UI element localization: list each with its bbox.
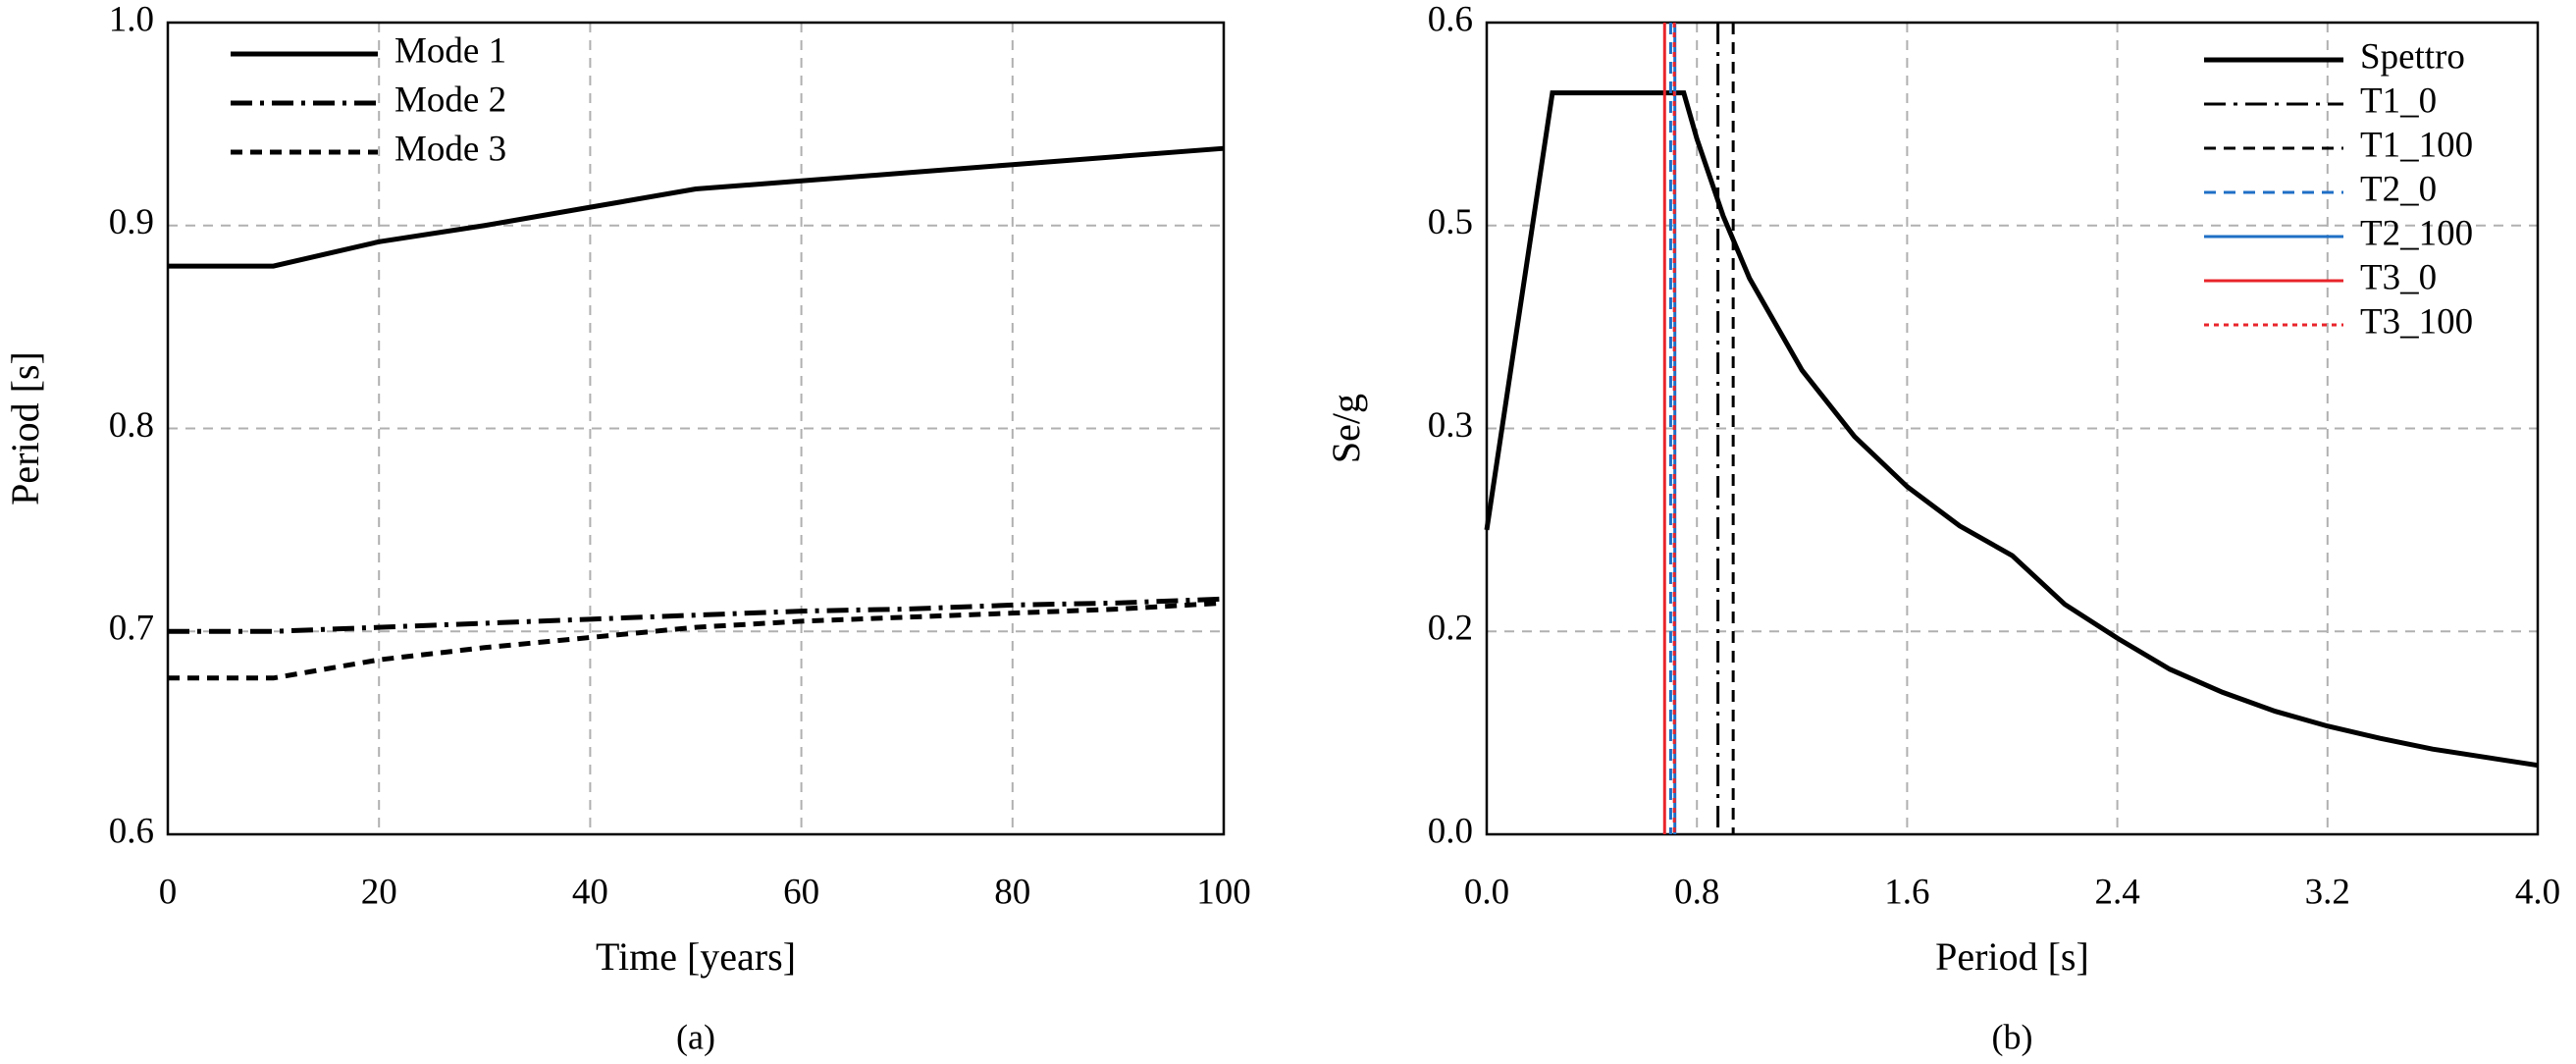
legend-label: T3_100 bbox=[2360, 301, 2473, 342]
y-axis-label: Se/g bbox=[1324, 394, 1368, 463]
y-tick-label: 0.6 bbox=[1428, 0, 1473, 39]
legend-label: T3_0 bbox=[2360, 257, 2437, 297]
y-tick-label: 0.7 bbox=[109, 609, 154, 649]
y-tick-label: 0.8 bbox=[109, 405, 154, 446]
legend-label: Mode 1 bbox=[394, 30, 506, 71]
y-tick-label: 0.0 bbox=[1428, 811, 1473, 851]
x-tick-label: 20 bbox=[361, 872, 397, 912]
x-tick-label: 1.6 bbox=[1884, 872, 1929, 912]
legend-label: Spettro bbox=[2360, 36, 2465, 77]
series-line bbox=[168, 145, 1225, 269]
legend-label: Mode 2 bbox=[394, 80, 506, 120]
caption: (b) bbox=[1992, 1017, 2033, 1056]
y-tick-label: 0.5 bbox=[1428, 202, 1473, 242]
y-tick-label: 0.2 bbox=[1428, 609, 1473, 649]
x-tick-label: 0.0 bbox=[1464, 872, 1509, 912]
legend-label: T1_100 bbox=[2360, 125, 2473, 165]
x-tick-label: 2.4 bbox=[2094, 872, 2139, 912]
plot-frame bbox=[1485, 21, 2540, 836]
legend-label: T1_0 bbox=[2360, 80, 2437, 121]
x-tick-label: 3.2 bbox=[2305, 872, 2350, 912]
y-tick-label: 0.9 bbox=[109, 202, 154, 242]
x-tick-label: 0.8 bbox=[1674, 872, 1719, 912]
x-axis-label: Time [years] bbox=[596, 934, 796, 979]
series-line bbox=[168, 600, 1225, 681]
legend-label: T2_0 bbox=[2360, 169, 2437, 209]
x-axis-label: Period [s] bbox=[1935, 934, 2089, 979]
x-tick-label: 4.0 bbox=[2515, 872, 2560, 912]
caption: (a) bbox=[676, 1017, 715, 1056]
series-line bbox=[168, 596, 1225, 634]
x-tick-label: 100 bbox=[1196, 872, 1251, 912]
x-tick-label: 80 bbox=[994, 872, 1030, 912]
series-line bbox=[1484, 90, 2539, 769]
x-tick-label: 60 bbox=[783, 872, 819, 912]
legend-label: T2_100 bbox=[2360, 213, 2473, 253]
x-tick-label: 40 bbox=[572, 872, 608, 912]
x-tick-label: 0 bbox=[159, 872, 178, 912]
legend-label: Mode 3 bbox=[394, 129, 506, 169]
plot-frame bbox=[166, 21, 1226, 836]
y-tick-label: 0.3 bbox=[1428, 405, 1473, 446]
y-tick-label: 0.6 bbox=[109, 811, 154, 851]
y-tick-label: 1.0 bbox=[109, 0, 154, 39]
y-axis-label: Period [s] bbox=[3, 351, 47, 505]
